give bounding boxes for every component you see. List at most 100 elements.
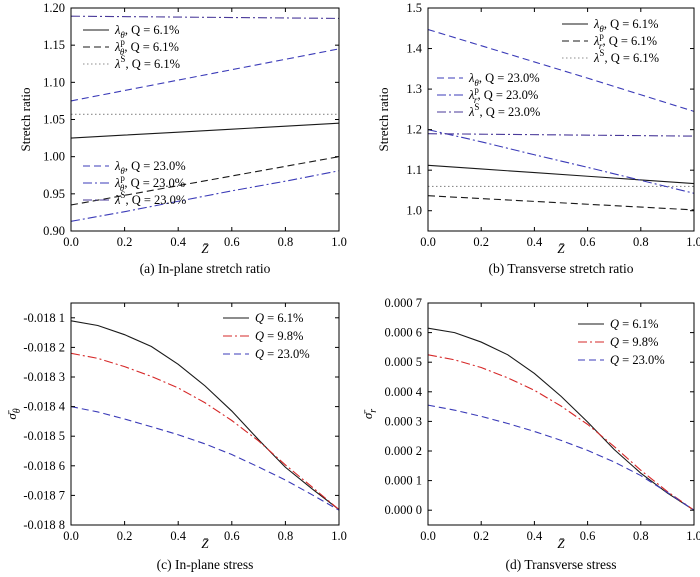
series-line-a-1 [71, 156, 339, 206]
y-tick-label: -0.018 3 [23, 370, 65, 384]
x-tick-label: 0.4 [527, 235, 543, 249]
y-tick-label: 1.2 [406, 123, 422, 137]
x-axis-label: Z̄ [557, 536, 565, 551]
legend-label: λθ, Q = 6.1% [593, 17, 658, 34]
series-line-a-4 [71, 170, 339, 222]
x-tick-label: 0.8 [278, 235, 294, 249]
series-line-c-1 [71, 352, 339, 511]
legend-label: λS, Q = 6.1% [593, 48, 659, 65]
y-axis-label-symbol: σ̄ [360, 409, 375, 419]
legend-label: Q = 9.8% [610, 335, 658, 349]
legend-superscript: S [599, 48, 604, 58]
legend-rest: = 6.1% [264, 311, 303, 325]
legend-rest: , Q = 23.0% [479, 105, 540, 119]
y-tick-label: 0.000 7 [385, 296, 423, 310]
legend-rest: = 9.8% [619, 335, 658, 349]
y-tick-label: -0.018 7 [23, 488, 65, 502]
legend-symbol: λ [593, 34, 600, 48]
legend-superscript: S [120, 190, 125, 200]
chart-panel-b: 0.0 0.2 0.4 0.6 0.8 1.0 1.0 1.1 1.2 1.3 1.4 1.5 Z̄ St… [376, 1, 700, 276]
y-tick-label: 0.90 [43, 224, 65, 238]
legend-rest: , Q = 23.0% [479, 71, 540, 85]
series-line-c-0 [71, 320, 339, 511]
legend-symbol: Q [610, 317, 619, 331]
legend-rest: , Q = 6.1% [604, 17, 659, 31]
legend-subscript: θ [120, 183, 125, 193]
y-tick-label: 0.000 6 [385, 326, 423, 340]
legend-symbol: λ [114, 23, 121, 37]
y-tick-label: 0.000 1 [385, 474, 423, 488]
series-line-b-0 [428, 164, 694, 185]
legend-label: λS, Q = 23.0% [114, 190, 186, 207]
x-tick-label: 0.6 [224, 529, 240, 543]
series-line-d-1 [428, 354, 694, 511]
x-tick-label: 0.8 [633, 235, 649, 249]
y-tick-label: 1.20 [43, 1, 65, 15]
y-tick-label: 1.5 [406, 1, 422, 15]
legend-rest: = 23.0% [619, 353, 665, 367]
legend-label: λθ, Q = 23.0% [114, 159, 186, 176]
legend-subscript: r [474, 95, 478, 105]
y-axis-label-subscript: θ [12, 408, 23, 413]
y-tick-label: 0.000 0 [385, 503, 423, 517]
legend-rest: , Q = 23.0% [124, 176, 185, 190]
x-tick-label: 0.2 [117, 529, 133, 543]
legend-symbol: λ [114, 176, 121, 190]
plot-frame [70, 7, 340, 232]
series-line-a-5 [71, 15, 339, 19]
legend-symbol: λ [114, 40, 121, 54]
legend-label: λS, Q = 6.1% [114, 54, 180, 71]
series-line-d-2 [428, 404, 694, 511]
legend-symbol: λ [468, 88, 475, 102]
legend-label: Q = 6.1% [610, 317, 658, 331]
legend-symbol: λ [593, 51, 600, 65]
legend-symbol: λ [114, 159, 121, 173]
x-tick-label: 0.4 [170, 235, 186, 249]
y-tick-label: 1.1 [406, 163, 422, 177]
legend-label: λp r, Q = 23.0% [468, 85, 538, 105]
legend-symbol: Q [610, 353, 619, 367]
y-axis-label-symbol: σ̄ [4, 409, 19, 419]
legend-rest: , Q = 6.1% [124, 40, 179, 54]
y-axis-label: Stretch ratio [18, 88, 33, 152]
y-tick-label: 0.000 4 [385, 385, 423, 399]
legend-label: λθ, Q = 6.1% [114, 23, 179, 40]
series-line-b-3 [428, 28, 694, 112]
panel-caption: (a) In-plane stretch ratio [140, 261, 271, 276]
panel-caption: (b) Transverse stretch ratio [488, 261, 633, 276]
y-tick-label: 0.000 5 [385, 355, 423, 369]
y-tick-label: -0.018 6 [23, 459, 65, 473]
legend-subscript: θ [474, 78, 479, 88]
y-tick-label: 0.95 [43, 187, 65, 201]
legend-label: λθ, Q = 23.0% [468, 71, 540, 88]
legend-rest: = 23.0% [264, 347, 310, 361]
legend-label: λp r, Q = 6.1% [593, 31, 657, 51]
y-tick-label: -0.018 8 [23, 518, 65, 532]
x-tick-label: 0.4 [527, 529, 543, 543]
x-tick-label: 0.0 [63, 529, 79, 543]
panel-caption: (d) Transverse stress [506, 557, 617, 572]
legend-label: Q = 23.0% [255, 347, 310, 361]
y-axis-label: σ̄r [360, 409, 379, 419]
legend-superscript: S [474, 102, 479, 112]
legend-subscript: θ [599, 24, 604, 34]
y-axis-label: Stretch ratio [376, 88, 391, 152]
x-tick-label: 0.2 [117, 235, 133, 249]
legend-rest: , Q = 6.1% [125, 57, 180, 71]
series-line-c-2 [71, 406, 339, 511]
legend-rest: = 6.1% [619, 317, 658, 331]
legend-symbol: Q [255, 329, 264, 343]
legend-rest: , Q = 6.1% [125, 23, 180, 37]
y-tick-label: -0.018 1 [23, 311, 65, 325]
series-line-a-0 [71, 122, 339, 139]
y-tick-label: 1.4 [406, 42, 422, 56]
series-line-a-3 [71, 48, 339, 102]
legend-label: λS, Q = 23.0% [468, 102, 540, 119]
legend-superscript: p [474, 85, 479, 95]
legend-symbol: Q [610, 335, 619, 349]
legend-subscript: θ [120, 30, 125, 40]
y-tick-label: 1.15 [43, 38, 65, 52]
y-tick-label: -0.018 2 [23, 340, 65, 354]
x-tick-label: 0.8 [278, 529, 294, 543]
legend-label: λp θ, Q = 23.0% [114, 173, 185, 193]
